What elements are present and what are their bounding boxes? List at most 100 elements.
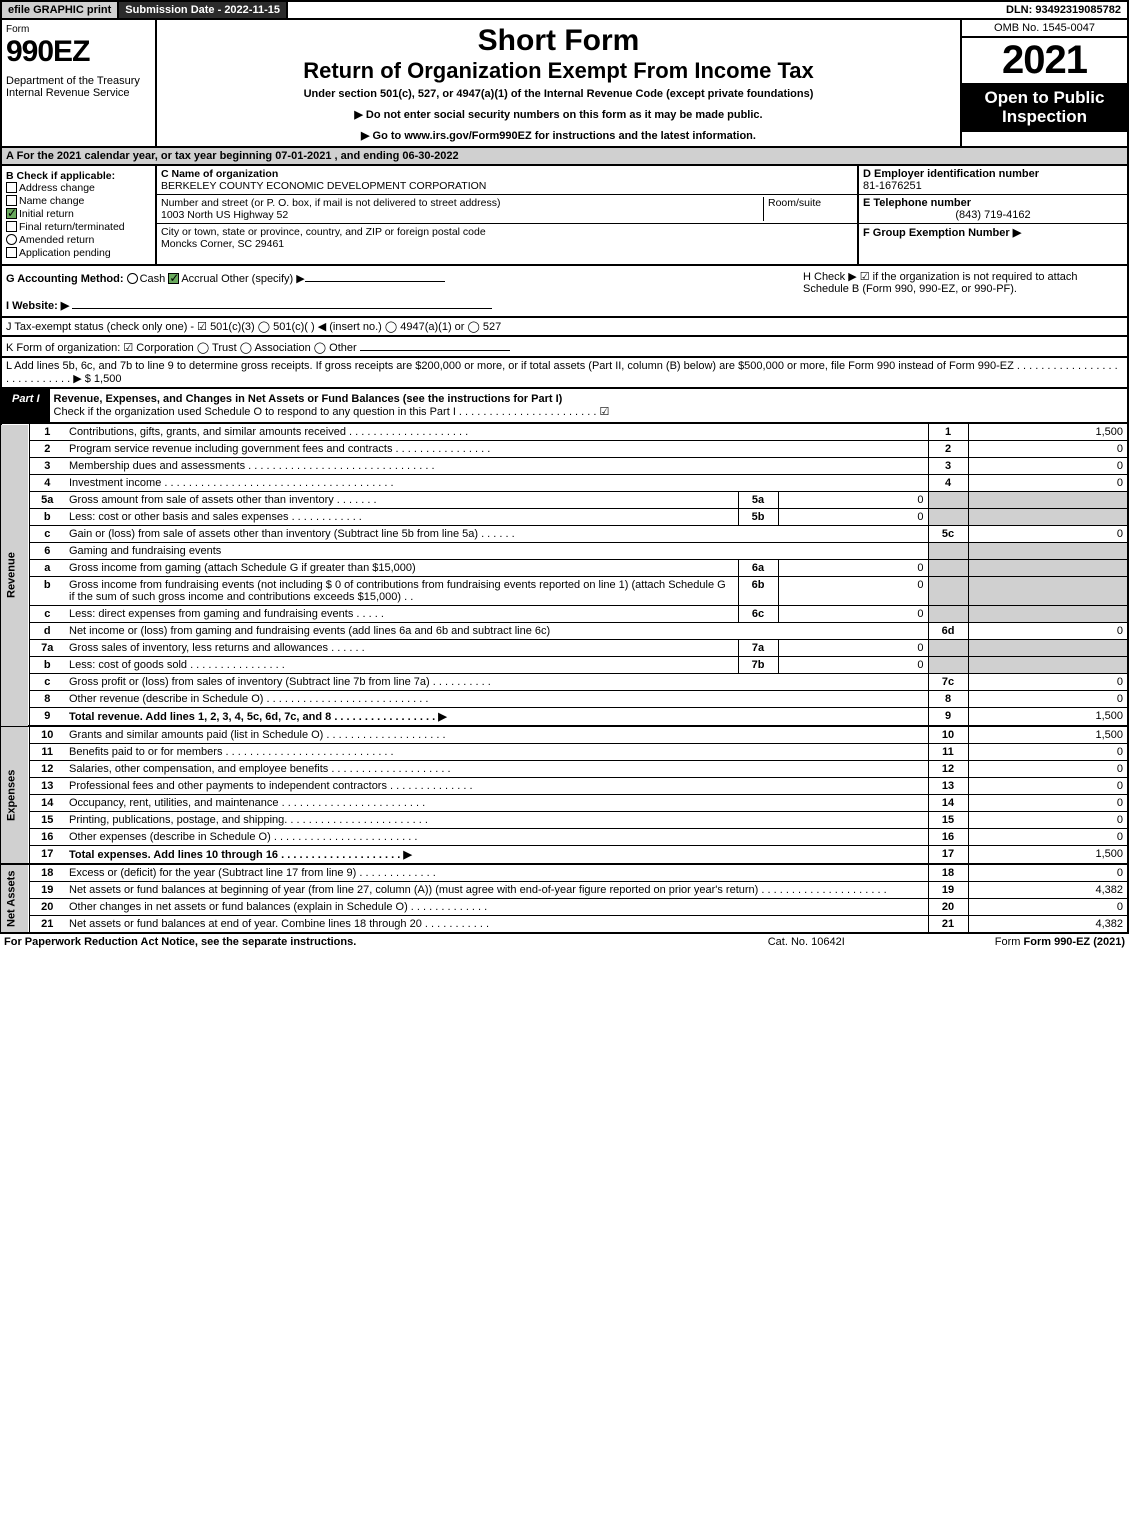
c-name-label: C Name of organization bbox=[161, 168, 278, 180]
line-num: 8 bbox=[29, 691, 65, 708]
note-ssn: ▶ Do not enter social security numbers o… bbox=[165, 108, 952, 121]
line-num: b bbox=[29, 657, 65, 674]
line-text: Contributions, gifts, grants, and simila… bbox=[65, 424, 928, 441]
part1-title: Revenue, Expenses, and Changes in Net As… bbox=[54, 393, 563, 405]
org-address: 1003 North US Highway 52 bbox=[161, 209, 288, 221]
side-rev: Revenue bbox=[1, 424, 29, 726]
line-num: 19 bbox=[29, 882, 65, 899]
line-ref: 6d bbox=[928, 623, 968, 640]
mid-line-val: 0 bbox=[778, 492, 928, 509]
line-num: 7a bbox=[29, 640, 65, 657]
line-value: 0 bbox=[968, 744, 1128, 761]
line-value: 0 bbox=[968, 778, 1128, 795]
line-num: 17 bbox=[29, 846, 65, 865]
checkbox-application-pending[interactable]: Application pending bbox=[6, 247, 151, 259]
line-text: Professional fees and other payments to … bbox=[65, 778, 928, 795]
checkbox-amended-return[interactable]: Amended return bbox=[6, 234, 151, 246]
checkbox-initial-return[interactable]: Initial return bbox=[6, 208, 151, 220]
accrual-checkbox[interactable] bbox=[168, 273, 179, 284]
line-value: 0 bbox=[968, 458, 1128, 475]
line-value: 0 bbox=[968, 795, 1128, 812]
shade-cell bbox=[928, 577, 968, 606]
shade-cell bbox=[968, 577, 1128, 606]
line-ref: 17 bbox=[928, 846, 968, 865]
line-num: 21 bbox=[29, 916, 65, 934]
line-ref: 4 bbox=[928, 475, 968, 492]
shade-cell bbox=[928, 657, 968, 674]
room-label: Room/suite bbox=[768, 197, 821, 209]
line-text: Investment income . . . . . . . . . . . … bbox=[65, 475, 928, 492]
line-text: Total expenses. Add lines 10 through 16 … bbox=[65, 846, 928, 865]
line-text: Gross income from fundraising events (no… bbox=[65, 577, 738, 606]
shade-cell bbox=[968, 640, 1128, 657]
line-num: 18 bbox=[29, 864, 65, 882]
line-ref: 20 bbox=[928, 899, 968, 916]
line-text: Benefits paid to or for members . . . . … bbox=[65, 744, 928, 761]
line-ref: 1 bbox=[928, 424, 968, 441]
footer: For Paperwork Reduction Act Notice, see … bbox=[0, 934, 1129, 950]
line-text: Net assets or fund balances at beginning… bbox=[65, 882, 928, 899]
line-text: Salaries, other compensation, and employ… bbox=[65, 761, 928, 778]
line-ref: 3 bbox=[928, 458, 968, 475]
line-value: 0 bbox=[968, 829, 1128, 846]
cash-checkbox[interactable] bbox=[127, 273, 138, 284]
line-text: Occupancy, rent, utilities, and maintena… bbox=[65, 795, 928, 812]
line-ref: 21 bbox=[928, 916, 968, 934]
efile-label[interactable]: efile GRAPHIC print bbox=[2, 2, 119, 18]
line-ref: 13 bbox=[928, 778, 968, 795]
note-link: ▶ Go to www.irs.gov/Form990EZ for instru… bbox=[165, 129, 952, 142]
section-c: C Name of organizationBERKELEY COUNTY EC… bbox=[157, 166, 857, 264]
form-label: Form bbox=[6, 24, 151, 35]
line-num: 11 bbox=[29, 744, 65, 761]
line-text: Less: cost or other basis and sales expe… bbox=[65, 509, 738, 526]
line-value: 0 bbox=[968, 812, 1128, 829]
mid-line-val: 0 bbox=[778, 640, 928, 657]
line-text: Membership dues and assessments . . . . … bbox=[65, 458, 928, 475]
line-num: 14 bbox=[29, 795, 65, 812]
line-ref: 11 bbox=[928, 744, 968, 761]
subtitle: Under section 501(c), 527, or 4947(a)(1)… bbox=[165, 88, 952, 100]
line-ref: 15 bbox=[928, 812, 968, 829]
line-text: Gaming and fundraising events bbox=[65, 543, 928, 560]
line-ref: 7c bbox=[928, 674, 968, 691]
mid-line-val: 0 bbox=[778, 606, 928, 623]
part1-header: Part I Revenue, Expenses, and Changes in… bbox=[0, 389, 1129, 424]
line-text: Printing, publications, postage, and shi… bbox=[65, 812, 928, 829]
shade-cell bbox=[928, 543, 968, 560]
mid-line-num: 7a bbox=[738, 640, 778, 657]
form-header: Form 990EZ Department of the Treasury In… bbox=[0, 20, 1129, 148]
line-text: Less: cost of goods sold . . . . . . . .… bbox=[65, 657, 738, 674]
line-value: 1,500 bbox=[968, 708, 1128, 727]
footer-notice: For Paperwork Reduction Act Notice, see … bbox=[4, 936, 356, 948]
e-label: E Telephone number bbox=[863, 197, 971, 209]
title-return: Return of Organization Exempt From Incom… bbox=[165, 58, 952, 84]
part1-check: Check if the organization used Schedule … bbox=[54, 406, 610, 418]
line-num: 1 bbox=[29, 424, 65, 441]
checkbox-address-change[interactable]: Address change bbox=[6, 182, 151, 194]
shade-cell bbox=[928, 492, 968, 509]
line-ref: 12 bbox=[928, 761, 968, 778]
section-a: A For the 2021 calendar year, or tax yea… bbox=[0, 148, 1129, 166]
mid-line-num: 6b bbox=[738, 577, 778, 606]
mid-line-val: 0 bbox=[778, 509, 928, 526]
mid-line-val: 0 bbox=[778, 657, 928, 674]
top-bar: efile GRAPHIC print Submission Date - 20… bbox=[0, 0, 1129, 20]
line-num: 10 bbox=[29, 726, 65, 744]
mid-line-num: 6a bbox=[738, 560, 778, 577]
title-short-form: Short Form bbox=[165, 24, 952, 58]
footer-formref: Form Form 990-EZ (2021) bbox=[995, 936, 1125, 948]
line-value: 0 bbox=[968, 526, 1128, 543]
c-addr-label: Number and street (or P. O. box, if mail… bbox=[161, 197, 500, 209]
line-num: 15 bbox=[29, 812, 65, 829]
line-num: 3 bbox=[29, 458, 65, 475]
checkbox-final-return-terminated[interactable]: Final return/terminated bbox=[6, 221, 151, 233]
checkbox-name-change[interactable]: Name change bbox=[6, 195, 151, 207]
shade-cell bbox=[928, 606, 968, 623]
form-number: 990EZ bbox=[6, 35, 151, 69]
line-num: 2 bbox=[29, 441, 65, 458]
dln: DLN: 93492319085782 bbox=[1000, 2, 1127, 18]
f-label: F Group Exemption Number ▶ bbox=[863, 227, 1021, 239]
mid-line-num: 5b bbox=[738, 509, 778, 526]
omb-number: OMB No. 1545-0047 bbox=[962, 20, 1127, 38]
section-ghi: H Check ▶ ☑ if the organization is not r… bbox=[0, 266, 1129, 318]
